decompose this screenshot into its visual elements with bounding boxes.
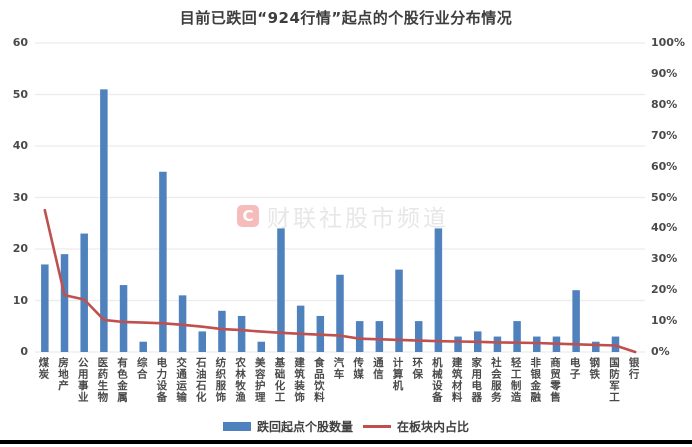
x-label-煤炭: 煤炭 [37,357,50,380]
x-label-传媒: 传媒 [352,357,365,380]
x-label-基础化工: 基础化工 [273,357,286,403]
x-label-通信: 通信 [371,357,384,380]
bar-煤炭 [41,264,49,352]
x-label-房地产: 房地产 [57,357,70,392]
right-axis-tick-10%: 10% [651,314,678,328]
legend-line-label: 在板块内占比 [397,420,470,434]
bar-钢铁 [592,341,600,352]
bar-医药生物 [100,89,108,352]
left-axis-tick-20: 20 [12,242,28,255]
x-label-计算机: 计算机 [391,357,404,392]
x-label-国防军工: 国防军工 [607,357,620,403]
x-label-医药生物: 医药生物 [96,357,109,403]
bar-环保 [414,321,423,352]
right-axis-tick-100%: 100% [651,36,685,49]
x-label-综合: 综合 [135,357,148,380]
right-axis-tick-30%: 30% [651,252,678,266]
x-label-银行: 银行 [627,357,640,380]
x-label-环保: 环保 [411,357,424,380]
chart-title: 目前已跌回“924行情”起点的个股行业分布情况 [179,9,513,27]
x-label-公用事业: 公用事业 [76,357,89,403]
x-label-石油石化: 石油石化 [194,357,207,403]
watermark: C 财联社股市频道 [237,203,449,232]
left-axis-tick-0: 0 [20,345,28,358]
x-label-建筑装饰: 建筑装饰 [293,357,306,403]
bar-传媒 [355,321,364,352]
right-axis-tick-80%: 80% [651,97,678,111]
right-axis-tick-0%: 0% [651,345,670,358]
x-label-社会服务: 社会服务 [489,357,502,403]
right-axis-tick-50%: 50% [651,190,678,204]
bar-轻工制造 [513,321,521,352]
bar-swatch-icon [222,422,251,431]
right-axis-tick-40%: 40% [651,221,678,235]
bar-有色金属 [119,285,128,352]
right-axis-tick-20%: 20% [651,283,678,297]
x-label-有色金属: 有色金属 [116,357,129,403]
x-label-农林牧渔: 农林牧渔 [234,357,247,403]
legend-item-bars: 跌回起点个股数量 [222,418,353,435]
bar-综合 [139,341,147,352]
x-label-汽车: 汽车 [332,357,345,380]
bar-建筑装饰 [296,305,305,352]
legend-item-line: 在板块内占比 [363,418,469,435]
legend-bar-label: 跌回起点个股数量 [256,420,353,434]
bar-石油石化 [198,331,207,352]
percent-line [43,208,637,354]
bar-汽车 [336,274,344,352]
bottom-border [0,440,692,444]
x-label-家用电器: 家用电器 [470,357,483,403]
bar-计算机 [395,269,403,352]
bar-纺织服饰 [218,310,226,352]
x-label-机械设备: 机械设备 [430,357,443,403]
bar-公用事业 [80,233,88,352]
bar-农林牧渔 [237,315,246,352]
x-label-纺织服饰: 纺织服饰 [214,357,227,403]
x-label-美容护理: 美容护理 [253,357,266,403]
x-label-电子: 电子 [568,357,581,380]
bar-通信 [375,321,384,352]
bar-电子 [572,290,580,352]
bar-基础化工 [277,228,285,352]
x-label-食品饮料: 食品饮料 [312,357,325,403]
right-axis-tick-60%: 60% [651,159,678,173]
bar-房地产 [60,254,69,352]
x-label-电力设备: 电力设备 [155,357,168,403]
right-axis-tick-70%: 70% [651,128,678,142]
legend: 跌回起点个股数量 在板块内占比 [0,418,692,435]
x-label-商贸零售: 商贸零售 [548,357,561,403]
right-axis-tick-90%: 90% [651,66,678,80]
bar-机械设备 [434,228,443,352]
left-axis-tick-40: 40 [12,139,28,152]
left-axis-tick-50: 50 [12,87,28,101]
bar-建筑材料 [454,336,462,352]
plot-area [35,42,645,354]
cailianshe-logo-icon: C [237,204,259,227]
line-swatch-icon [363,425,391,428]
x-label-交通运输: 交通运输 [175,357,188,403]
left-axis-tick-30: 30 [12,190,28,204]
x-label-钢铁: 钢铁 [588,357,601,380]
bar-美容护理 [257,341,266,352]
bar-电力设备 [159,171,167,352]
bar-社会服务 [493,336,502,352]
left-axis-tick-60: 60 [12,36,28,49]
x-label-非银金融: 非银金融 [529,357,542,403]
x-label-轻工制造: 轻工制造 [509,357,522,403]
left-axis-tick-10: 10 [12,293,28,307]
x-label-建筑材料: 建筑材料 [450,357,463,403]
watermark-text: 财联社股市频道 [267,205,449,232]
